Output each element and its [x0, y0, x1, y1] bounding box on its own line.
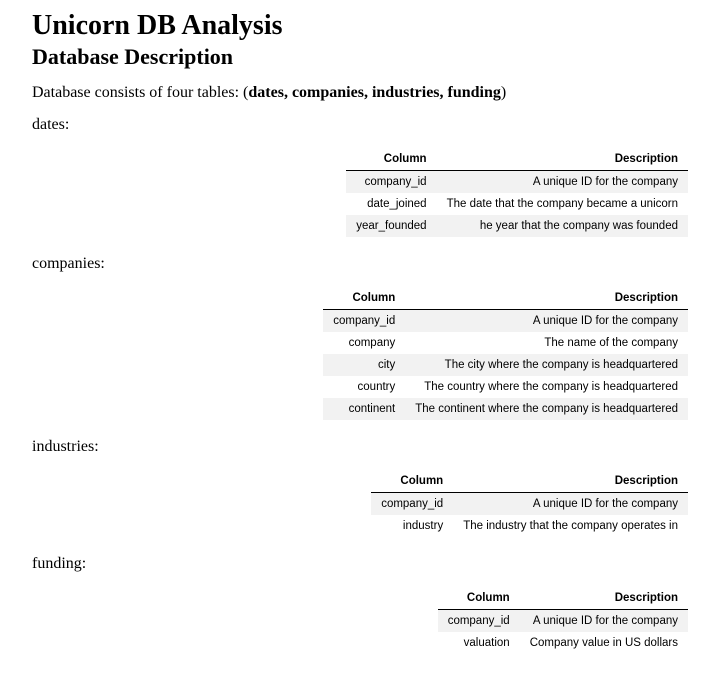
table-row: date_joinedThe date that the company bec…	[346, 193, 688, 215]
intro-prefix: Database consists of four tables: (	[32, 84, 248, 101]
table-cell: valuation	[438, 632, 520, 654]
table-cell: city	[323, 354, 405, 376]
table-cell: date_joined	[346, 193, 436, 215]
schema-table: ColumnDescriptioncompany_idA unique ID f…	[346, 148, 688, 237]
table-header-row: ColumnDescription	[371, 470, 688, 493]
schema-table: ColumnDescriptioncompany_idA unique ID f…	[438, 587, 688, 654]
table-cell: A unique ID for the company	[437, 171, 688, 194]
page-subtitle: Database Description	[32, 44, 688, 70]
table-cell: continent	[323, 398, 405, 420]
table-cell: The industry that the company operates i…	[453, 515, 688, 537]
intro-tables-list: dates, companies, industries, funding	[248, 84, 501, 101]
table-row: year_foundedhe year that the company was…	[346, 215, 688, 237]
section-label: companies:	[32, 255, 688, 273]
table-row: cityThe city where the company is headqu…	[323, 354, 688, 376]
table-cell: company	[323, 332, 405, 354]
schema-table-wrap: ColumnDescriptioncompany_idA unique ID f…	[32, 470, 688, 537]
schema-table-wrap: ColumnDescriptioncompany_idA unique ID f…	[32, 148, 688, 237]
table-cell: A unique ID for the company	[453, 493, 688, 516]
table-header-row: ColumnDescription	[346, 148, 688, 171]
table-cell: company_id	[371, 493, 453, 516]
table-cell: A unique ID for the company	[405, 310, 688, 333]
table-cell: company_id	[346, 171, 436, 194]
table-cell: country	[323, 376, 405, 398]
table-cell: A unique ID for the company	[520, 610, 688, 633]
table-header-row: ColumnDescription	[323, 287, 688, 310]
intro-suffix: )	[501, 84, 506, 101]
table-cell: company_id	[438, 610, 520, 633]
table-row: industryThe industry that the company op…	[371, 515, 688, 537]
page-title: Unicorn DB Analysis	[32, 10, 688, 42]
schema-table: ColumnDescriptioncompany_idA unique ID f…	[371, 470, 688, 537]
table-header-cell: Column	[371, 470, 453, 493]
table-header-cell: Description	[453, 470, 688, 493]
table-row: company_idA unique ID for the company	[371, 493, 688, 516]
table-row: companyThe name of the company	[323, 332, 688, 354]
table-cell: industry	[371, 515, 453, 537]
section-label: industries:	[32, 438, 688, 456]
table-row: company_idA unique ID for the company	[438, 610, 688, 633]
table-cell: he year that the company was founded	[437, 215, 688, 237]
table-row: continentThe continent where the company…	[323, 398, 688, 420]
table-row: countryThe country where the company is …	[323, 376, 688, 398]
table-cell: The name of the company	[405, 332, 688, 354]
table-row: valuationCompany value in US dollars	[438, 632, 688, 654]
table-header-row: ColumnDescription	[438, 587, 688, 610]
intro-text: Database consists of four tables: (dates…	[32, 84, 688, 102]
section-label: dates:	[32, 116, 688, 134]
schema-table: ColumnDescriptioncompany_idA unique ID f…	[323, 287, 688, 420]
table-cell: The date that the company became a unico…	[437, 193, 688, 215]
table-cell: company_id	[323, 310, 405, 333]
table-cell: year_founded	[346, 215, 436, 237]
table-header-cell: Description	[520, 587, 688, 610]
schema-table-wrap: ColumnDescriptioncompany_idA unique ID f…	[32, 587, 688, 654]
table-header-cell: Column	[438, 587, 520, 610]
schema-table-wrap: ColumnDescriptioncompany_idA unique ID f…	[32, 287, 688, 420]
table-cell: The continent where the company is headq…	[405, 398, 688, 420]
section-label: funding:	[32, 555, 688, 573]
table-cell: The city where the company is headquarte…	[405, 354, 688, 376]
table-header-cell: Column	[346, 148, 436, 171]
table-cell: The country where the company is headqua…	[405, 376, 688, 398]
table-row: company_idA unique ID for the company	[346, 171, 688, 194]
table-header-cell: Description	[405, 287, 688, 310]
table-header-cell: Description	[437, 148, 688, 171]
table-row: company_idA unique ID for the company	[323, 310, 688, 333]
table-header-cell: Column	[323, 287, 405, 310]
table-cell: Company value in US dollars	[520, 632, 688, 654]
